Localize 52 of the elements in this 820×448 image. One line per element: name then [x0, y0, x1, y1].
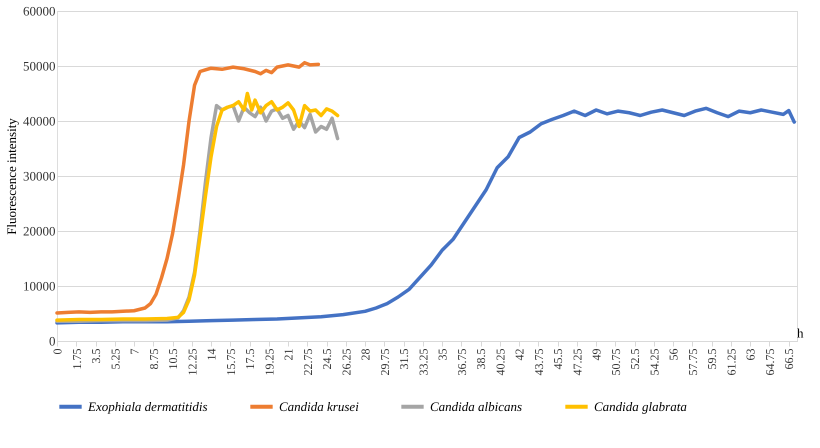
- x-tick-label: 57.75: [686, 348, 700, 376]
- x-tick-label: 47.25: [570, 348, 584, 376]
- x-tick-label: 10.5: [166, 348, 180, 370]
- x-tick-label: 1.75: [70, 348, 84, 370]
- y-tick-label: 30000: [23, 168, 56, 184]
- y-tick-label: 40000: [23, 114, 56, 128]
- legend-label: Candida albicans: [430, 398, 522, 414]
- x-tick-label: 15.75: [224, 348, 238, 376]
- x-tick-label: 17.5: [243, 348, 258, 370]
- x-tick-label: 66.5: [782, 348, 796, 370]
- y-axis-title: Fluorescence intensity: [4, 118, 19, 235]
- x-tick-label: 3.5: [89, 348, 104, 364]
- x-tick-label: 24.5: [320, 348, 334, 370]
- x-tick-label: 61.25: [724, 348, 738, 376]
- x-tick-label: 8.75: [146, 348, 161, 370]
- legend-label: Candida glabrata: [594, 398, 688, 414]
- x-axis-title: h: [797, 326, 804, 340]
- x-tick-label: 36.75: [454, 348, 469, 376]
- x-tick-label: 12.25: [185, 348, 200, 376]
- x-tick-label: 33.25: [416, 348, 430, 376]
- y-tick-label: 20000: [23, 224, 56, 238]
- y-tick-label: 50000: [23, 58, 56, 74]
- legend-label: Exophiala dermatitidis: [87, 398, 208, 414]
- x-tick-label: 49: [590, 348, 604, 360]
- legend-label: Candida krusei: [279, 398, 360, 414]
- x-tick-label: 54.25: [647, 348, 662, 376]
- x-tick-label: 22.75: [300, 348, 315, 376]
- x-tick-label: 5.25: [108, 348, 122, 370]
- x-tick-label: 43.75: [532, 348, 546, 376]
- x-tick-label: 0: [50, 348, 64, 354]
- x-tick-label: 21: [282, 348, 296, 360]
- x-tick-label: 38.5: [474, 348, 488, 370]
- x-tick-label: 14: [204, 348, 219, 360]
- x-tick-label: 42: [512, 348, 527, 360]
- x-tick-label: 7: [128, 348, 142, 354]
- x-tick-label: 29.75: [378, 348, 392, 376]
- x-tick-label: 52.5: [628, 348, 642, 370]
- y-tick-label: 10000: [23, 278, 56, 294]
- x-tick-label: 63: [744, 348, 758, 360]
- x-tick-label: 59.5: [705, 348, 720, 370]
- x-tick-label: 31.5: [397, 348, 412, 370]
- x-tick-label: 19.25: [262, 348, 276, 376]
- x-tick-label: 64.75: [762, 348, 777, 376]
- x-tick-label: 35: [436, 348, 450, 360]
- x-tick-label: 28: [358, 348, 373, 360]
- y-tick-label: 60000: [23, 4, 56, 18]
- x-tick-label: 45.5: [551, 348, 566, 370]
- x-tick-label: 56: [666, 348, 681, 360]
- line-series: [55, 60, 320, 315]
- x-tick-label: 26.25: [339, 348, 354, 376]
- x-tick-label: 50.75: [608, 348, 623, 376]
- x-tick-label: 40.25: [493, 348, 508, 376]
